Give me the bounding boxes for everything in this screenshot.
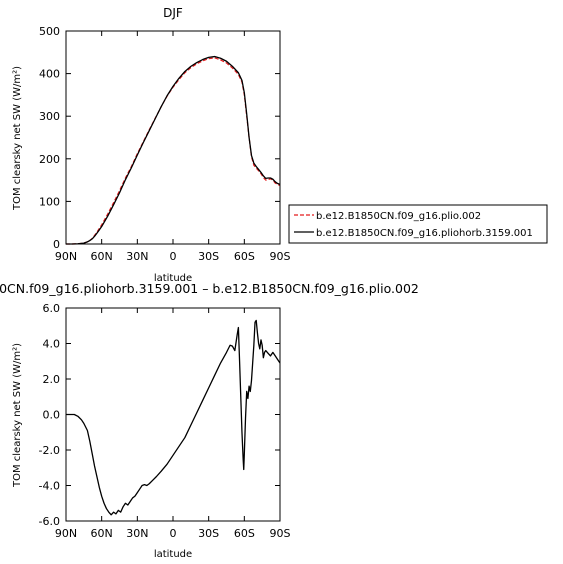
top-y-tick-label: 0 <box>53 238 60 251</box>
bottom-x-tick-label: 90N <box>55 527 77 540</box>
bottom-plot: -6.0 -4.0 -2.0 0.0 2.0 4.0 6.0 90N 60N 30N 0 30S 60… <box>12 302 291 560</box>
top-y-tick-label: 200 <box>39 153 60 166</box>
top-plot-title: DJF <box>163 6 183 20</box>
bottom-x-tick-label: 60N <box>91 527 113 540</box>
top-plot-series-group <box>66 55 281 245</box>
top-x-tick-label: 60N <box>91 250 113 263</box>
top-x-tick-label: 90S <box>270 250 291 263</box>
bottom-plot-y-axis-title: TOM clearsky net SW (W/m²) <box>12 343 23 488</box>
bottom-plot-x-axis-title: latitude <box>154 549 192 560</box>
top-x-tick-label: 30S <box>198 250 219 263</box>
bottom-plot-series-group <box>66 319 281 516</box>
top-plot-x-ticks: 90N 60N 30N 0 30S 60S 90S <box>55 31 291 263</box>
top-series-line-0 <box>66 57 281 245</box>
bottom-x-tick-label: 60S <box>234 527 255 540</box>
bottom-x-tick-label: 0 <box>170 527 177 540</box>
top-plot-frame <box>65 30 281 245</box>
bottom-series-line-0 <box>66 319 281 516</box>
top-y-tick-label: 400 <box>39 68 60 81</box>
top-y-tick-label: 100 <box>39 195 60 208</box>
top-y-tick-label: 300 <box>39 110 60 123</box>
top-plot: DJF 0 100 200 300 400 500 90N 60N 30N 0 30S 60S 90S… <box>12 6 291 284</box>
top-x-tick-label: 0 <box>170 250 177 263</box>
bottom-plot-frame <box>65 307 281 522</box>
bottom-y-tick-label: 2.0 <box>43 373 61 386</box>
top-y-tick-label: 500 <box>39 25 60 38</box>
bottom-x-tick-label: 30N <box>126 527 148 540</box>
top-plot-y-ticks: 0 100 200 300 400 500 <box>39 25 280 251</box>
bottom-plot-x-ticks: 90N 60N 30N 0 30S 60S 90S <box>55 308 291 540</box>
bottom-x-tick-label: 90S <box>270 527 291 540</box>
top-x-tick-label: 90N <box>55 250 77 263</box>
legend-entry-pliohorb: b.e12.B1850CN.f09_g16.pliohorb.3159.001 <box>316 228 533 239</box>
bottom-plot-title: b.e12.B1850CN.f09_g16.pliohorb.3159.001 … <box>0 281 419 296</box>
bottom-x-tick-label: 30S <box>198 527 219 540</box>
top-x-tick-label: 30N <box>126 250 148 263</box>
bottom-y-tick-label: 4.0 <box>43 338 61 351</box>
legend: b.e12.B1850CN.f09_g16.plio.002 b.e12.B18… <box>288 204 548 244</box>
top-x-tick-label: 60S <box>234 250 255 263</box>
legend-entry-plio: b.e12.B1850CN.f09_g16.plio.002 <box>316 211 481 222</box>
bottom-y-tick-label: -4.0 <box>39 480 60 493</box>
top-plot-y-axis-title: TOM clearsky net SW (W/m²) <box>12 66 23 211</box>
legend-box <box>288 204 548 244</box>
bottom-y-tick-label: -6.0 <box>39 515 60 528</box>
bottom-plot-y-ticks: -6.0 -4.0 -2.0 0.0 2.0 4.0 6.0 <box>39 302 280 528</box>
bottom-y-tick-label: 0.0 <box>43 409 61 422</box>
bottom-y-tick-label: 6.0 <box>43 302 61 315</box>
bottom-y-tick-label: -2.0 <box>39 444 60 457</box>
top-series-line-1 <box>66 55 281 245</box>
top-plot-x-axis-title: latitude <box>154 273 192 284</box>
